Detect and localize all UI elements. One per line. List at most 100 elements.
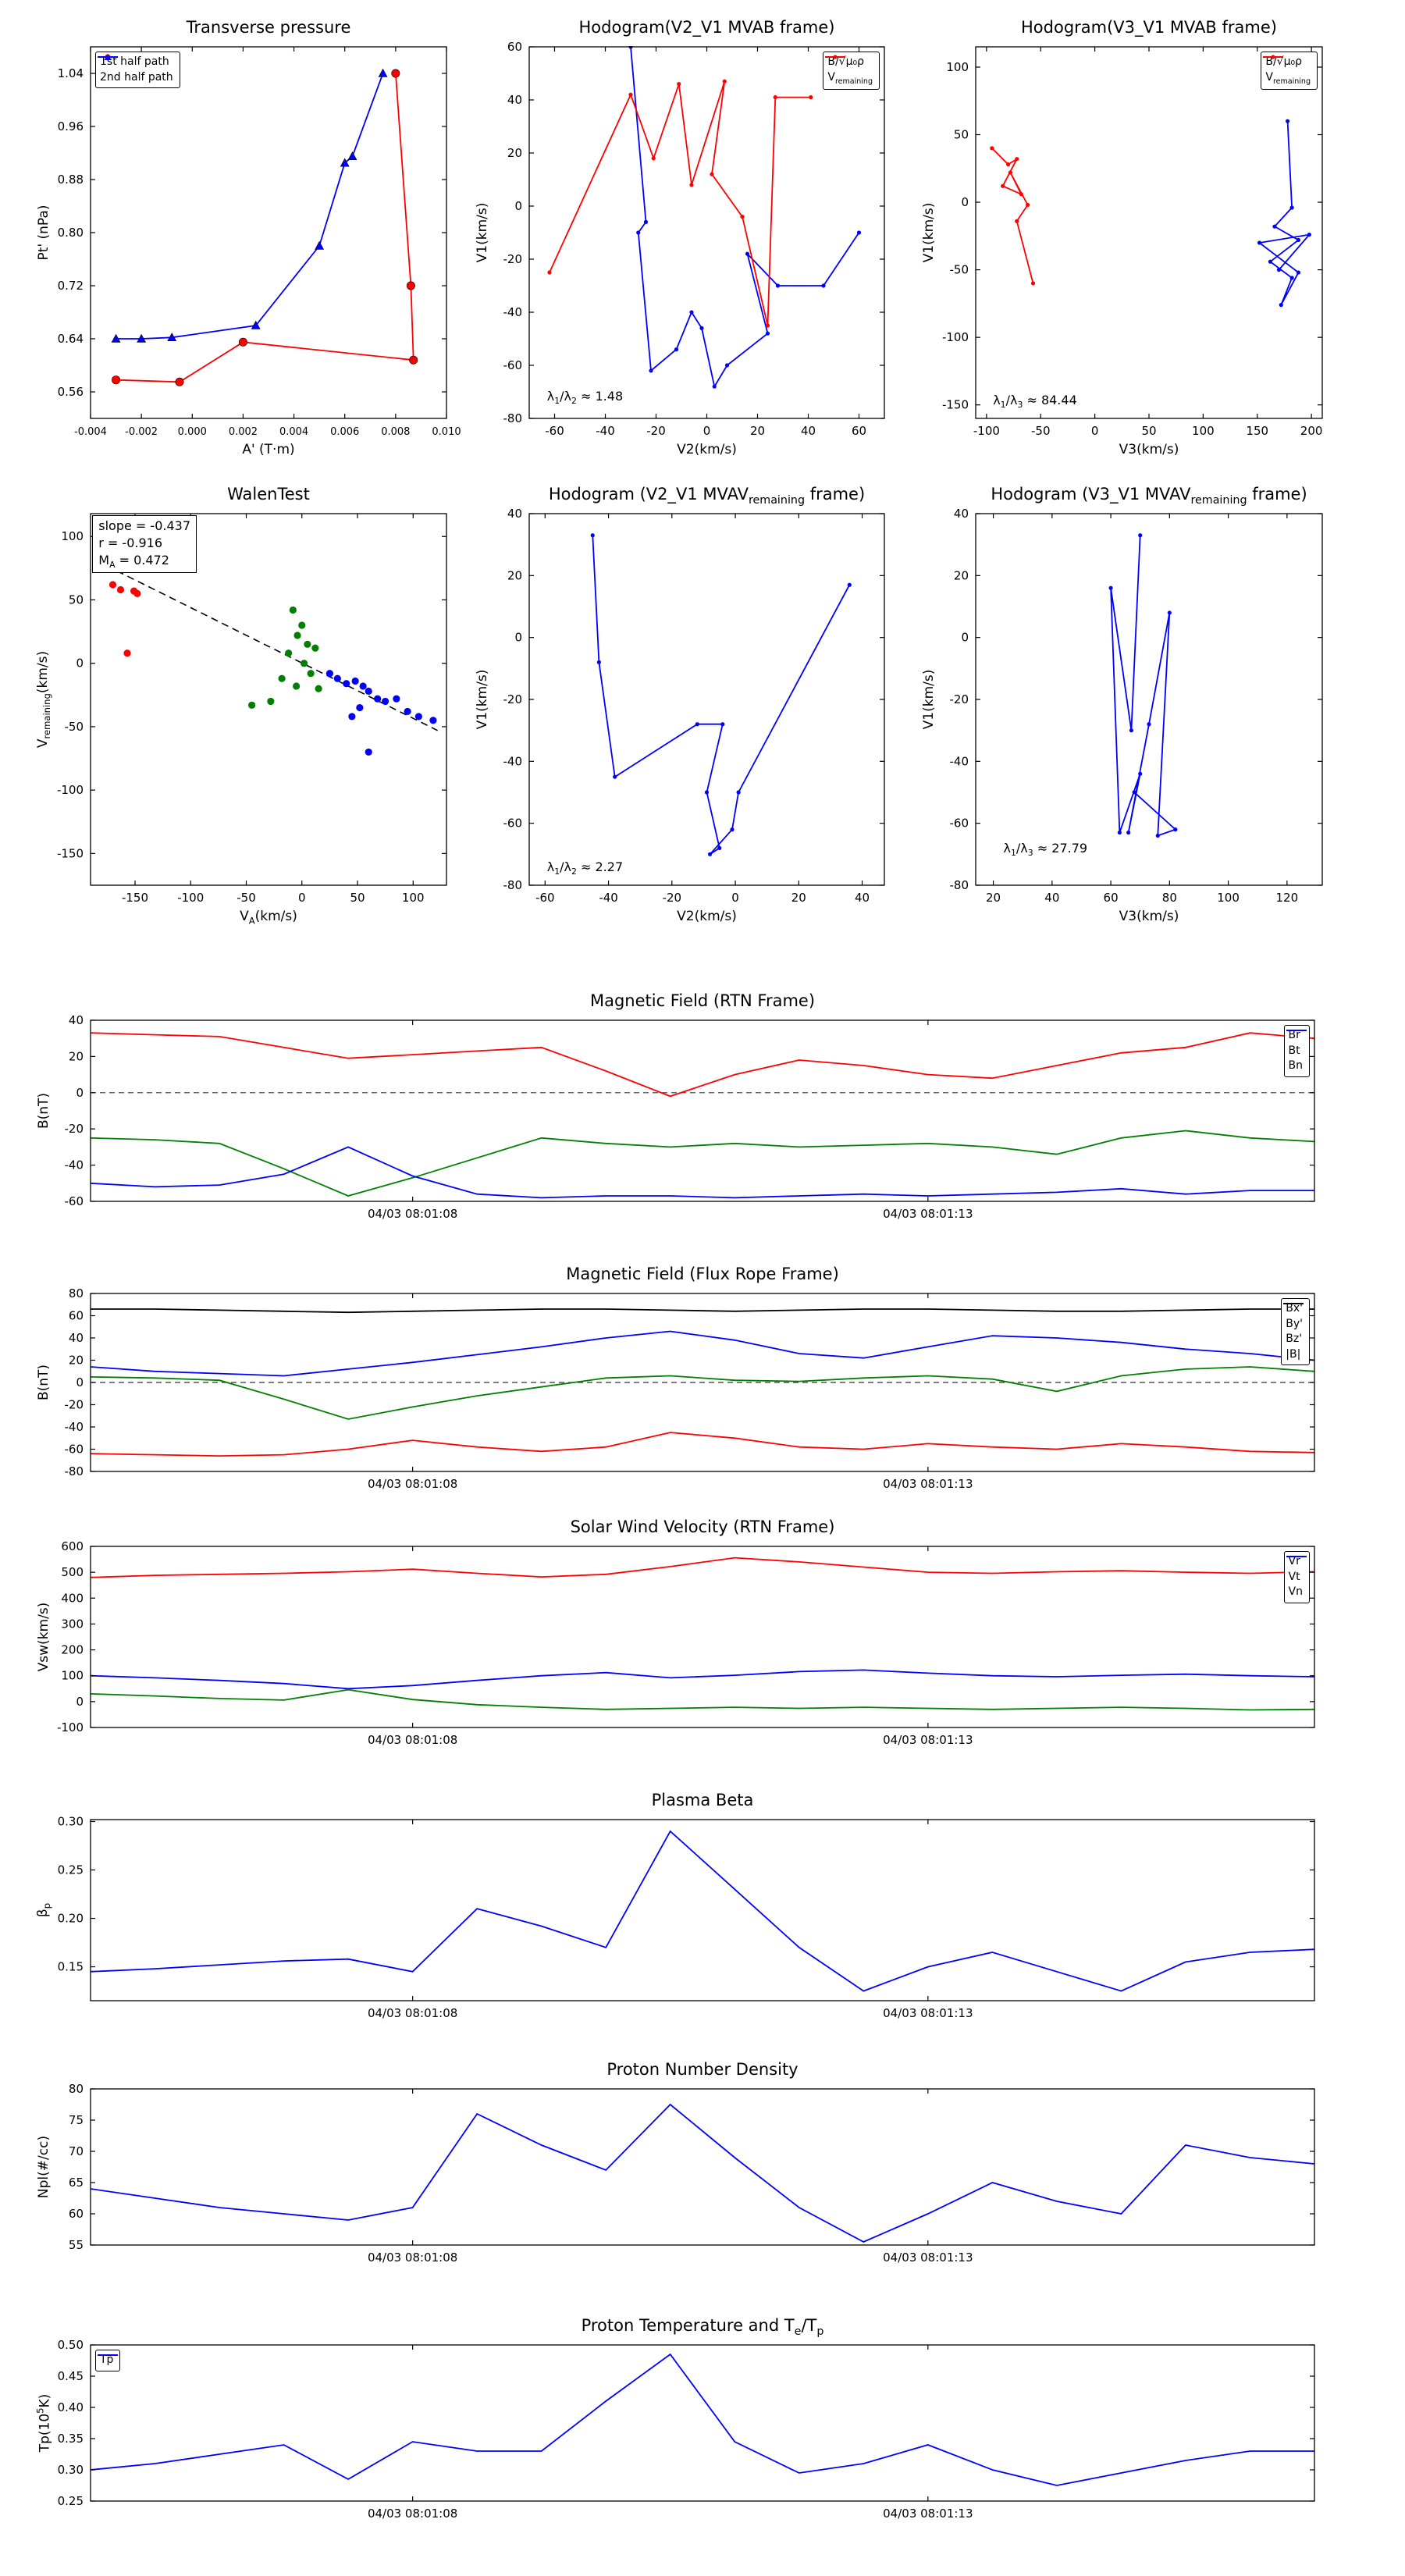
svg-text:-20: -20 <box>503 692 523 706</box>
svg-text:40: 40 <box>69 1331 84 1345</box>
svg-text:04/03 08:01:13: 04/03 08:01:13 <box>883 1733 973 1747</box>
legend-line-sample <box>1286 1556 1307 1557</box>
legend: Bx' By' Bz' |B| <box>1281 1298 1310 1366</box>
svg-text:100: 100 <box>61 529 84 543</box>
x-axis-label: V2(km/s) <box>677 442 737 457</box>
svg-text:-60: -60 <box>950 817 969 831</box>
chart-transverse-pressure: -0.004 -0.002 0.000 0.002 0.004 0.006 0.008 0.0… <box>28 12 470 459</box>
svg-text:40: 40 <box>801 424 816 438</box>
svg-text:0.80: 0.80 <box>58 226 84 240</box>
legend-entry-label: 2nd half path <box>100 70 173 84</box>
legend-entry: Bz' <box>1283 1303 1304 1347</box>
svg-text:04/03 08:01:13: 04/03 08:01:13 <box>883 2250 973 2265</box>
svg-text:-0.002: -0.002 <box>125 426 158 438</box>
legend: 1st half path 2nd half path <box>95 52 180 89</box>
legend-line-sample <box>98 54 118 60</box>
svg-text:75: 75 <box>69 2113 84 2127</box>
svg-text:100: 100 <box>1192 424 1215 438</box>
svg-text:04/03 08:01:13: 04/03 08:01:13 <box>883 2006 973 2020</box>
chart-title: Hodogram (V3_V1 MVAVremaining frame) <box>991 485 1307 507</box>
svg-text:100: 100 <box>61 1669 84 1683</box>
svg-text:50: 50 <box>350 891 365 905</box>
svg-text:-40: -40 <box>503 754 523 768</box>
svg-text:40: 40 <box>954 507 969 521</box>
legend-entry: 2nd half path <box>98 54 173 86</box>
axis-ticks: -60 -40 -20 0 20 40 60 -80 -60 -40 -20 0 20 40 60 <box>503 40 884 438</box>
y-axis-label: B(nT) <box>36 1364 52 1401</box>
legend-entry: Bn <box>1286 1030 1307 1074</box>
svg-text:60: 60 <box>507 40 522 54</box>
svg-text:-20: -20 <box>503 252 523 266</box>
legend: Tp <box>95 2350 121 2371</box>
annotation: λ1/λ2 ≈ 1.48 <box>546 388 624 407</box>
chart-title: Hodogram(V3_V1 MVAB frame) <box>1021 18 1277 37</box>
svg-text:-40: -40 <box>950 754 969 768</box>
svg-text:-40: -40 <box>65 1420 84 1434</box>
plot-canvas: -0.004 -0.002 0.000 0.002 0.004 0.006 0.008 0.0… <box>58 46 461 438</box>
legend-entry-label: Bz' <box>1286 1332 1303 1346</box>
x-axis-label: A' (T·m) <box>242 442 295 457</box>
svg-text:0.25: 0.25 <box>58 1863 84 1877</box>
svg-text:70: 70 <box>69 2144 84 2158</box>
axis-ticks: 20 40 60 80 100 120 -80 -60 -40 -20 0 20 40 <box>950 507 1322 905</box>
legend-line-sample <box>825 55 846 59</box>
y-axis-label: Tp(105K) <box>34 2393 53 2453</box>
svg-text:0: 0 <box>76 1086 84 1100</box>
svg-text:04/03 08:01:08: 04/03 08:01:08 <box>368 1733 457 1747</box>
svg-text:0.30: 0.30 <box>58 2463 84 2477</box>
legend-entry-label: Vr <box>1288 1555 1300 1567</box>
svg-text:80: 80 <box>69 1286 84 1300</box>
svg-text:-50: -50 <box>1031 424 1051 438</box>
svg-text:0.15: 0.15 <box>58 1960 84 1974</box>
svg-text:20: 20 <box>954 568 969 582</box>
plot-canvas: 04/03 08:01:08 04/03 08:01:13 0.15 0.20 0.25… <box>58 1814 1315 2020</box>
chart-title: Proton Temperature and Te/Tp <box>581 2316 824 2339</box>
legend-entry-label: Vt <box>1288 1570 1300 1583</box>
y-axis-label: βp <box>34 1902 53 1918</box>
svg-text:-0.004: -0.004 <box>74 426 107 438</box>
chart-title: Proton Number Density <box>606 2060 799 2079</box>
svg-text:0: 0 <box>76 1695 84 1709</box>
chart-title: Plasma Beta <box>651 1791 754 1809</box>
axis-ticks: 04/03 08:01:08 04/03 08:01:13 0.15 0.20 0.25… <box>58 1814 1314 2020</box>
svg-text:-150: -150 <box>942 398 969 412</box>
svg-text:-80: -80 <box>503 878 523 892</box>
svg-text:0.20: 0.20 <box>58 1912 84 1926</box>
svg-text:0.35: 0.35 <box>58 2432 84 2446</box>
svg-text:-100: -100 <box>57 1720 84 1735</box>
svg-text:0: 0 <box>514 631 522 645</box>
svg-text:200: 200 <box>1300 424 1323 438</box>
svg-text:0.64: 0.64 <box>58 332 84 346</box>
x-axis-label: VA(km/s) <box>240 909 297 927</box>
svg-text:60: 60 <box>69 2207 84 2221</box>
chart-hodogram-v3v1-mvab: -100 -50 0 50 100 150 200 -150 -100 -50 0 50 100 Hodo… <box>913 12 1346 459</box>
svg-text:0.72: 0.72 <box>58 279 84 293</box>
legend-entry: Vt <box>1286 1556 1307 1585</box>
axis-ticks: -60 -40 -20 0 20 40 -80 -60 -40 -20 0 20 40 <box>503 507 884 905</box>
svg-text:04/03 08:01:13: 04/03 08:01:13 <box>883 2507 973 2521</box>
chart-solar-wind-velocity: 04/03 08:01:08 04/03 08:01:13 -100 0 100 200 3… <box>28 1511 1338 1768</box>
legend-entry-label: Tp <box>100 2354 114 2366</box>
legend-entry: Bt <box>1286 1030 1307 1059</box>
svg-text:400: 400 <box>61 1591 84 1605</box>
svg-text:-40: -40 <box>596 424 615 438</box>
svg-text:20: 20 <box>507 146 522 160</box>
x-axis-label: V2(km/s) <box>677 909 737 924</box>
stats-box: slope = -0.437 r = -0.916 MA = 0.472 <box>92 515 197 574</box>
legend-entry-label: B/√μ₀ρ <box>1265 55 1303 68</box>
svg-text:0.010: 0.010 <box>432 426 461 438</box>
legend-entry-label: Bt <box>1288 1044 1300 1057</box>
svg-text:-100: -100 <box>942 330 969 344</box>
svg-text:-40: -40 <box>65 1158 84 1172</box>
svg-text:04/03 08:01:08: 04/03 08:01:08 <box>368 1477 457 1491</box>
legend: Br Bt Bn <box>1283 1025 1310 1077</box>
svg-text:0.56: 0.56 <box>58 385 84 399</box>
chart-magnetic-field-rtn: 04/03 08:01:08 04/03 08:01:13 -60 -40 -20 0 20… <box>28 985 1338 1242</box>
svg-text:-20: -20 <box>950 692 969 706</box>
y-axis-label: Pt' (nPa) <box>36 205 52 261</box>
svg-text:-50: -50 <box>237 891 256 905</box>
axis-ticks: 04/03 08:01:08 04/03 08:01:13 55 60 65 70 75 80 <box>69 2082 1314 2265</box>
svg-text:1.04: 1.04 <box>58 66 84 80</box>
legend-entry-label: Bx' <box>1286 1302 1303 1315</box>
